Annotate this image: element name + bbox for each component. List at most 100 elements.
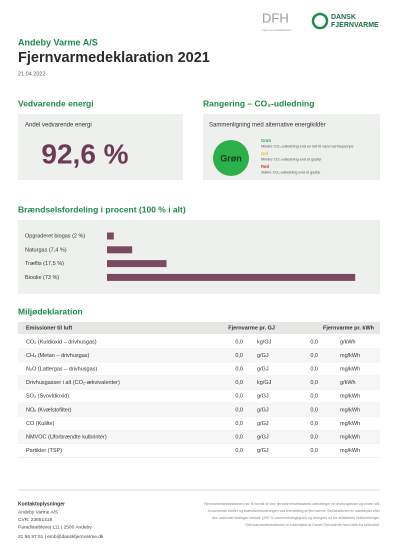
cell-unit: mg/kWh (340, 421, 360, 427)
column-header: Fjernvarme pr. GJ (228, 325, 275, 331)
cell-unit: g/kWh (340, 339, 356, 345)
logo-df: FJERNVARME (331, 22, 379, 29)
cell-name: CO (Kulilte) (26, 421, 55, 427)
contact-line: CVR: 23651418 (18, 517, 52, 523)
cell-value: 0,0 (235, 448, 243, 454)
date: 21.04.2022 (18, 71, 46, 77)
cell-value: 0,0 (235, 339, 243, 345)
section-heading: Brændselsfordeling i procent (100 % i al… (18, 204, 186, 214)
table-row (18, 403, 380, 417)
panel (18, 220, 380, 294)
cell-unit: mg/kWh (340, 434, 360, 440)
cell-name: Drivhusgasser i alt (CO₂-ækvivalenter) (26, 380, 120, 386)
cell-value: 0,0 (235, 353, 243, 359)
cell-unit: kg/GJ (257, 339, 272, 345)
legend-name: Grøn (261, 138, 271, 143)
fuel-label: Opgraderet biogas (2 %) (25, 233, 85, 239)
footer-note: Fjernvarmedeklarationen har til formål a… (204, 502, 381, 506)
logo-dfh: DFH (262, 10, 289, 25)
fuel-label: Træflis (17,5 %) (25, 261, 64, 267)
cell-name: Partikler (TSP) (26, 448, 62, 454)
cell-unit: g/GJ (257, 407, 269, 413)
cell-value: 0,0 (310, 394, 318, 400)
company: Andeby Varme A/S (18, 37, 98, 47)
section-heading: Miljødeklaration (18, 306, 83, 316)
cell-unit: g/GJ (257, 353, 269, 359)
cell-unit: mg/kWh (340, 407, 360, 413)
contact-heading: Kontaktoplysninger (18, 501, 65, 507)
cell-unit: kg/GJ (257, 380, 272, 386)
section-heading: Vedvarende energi (18, 98, 94, 108)
contact-line: 21 56 97 51 | emb@danskfjernvarme.dk (18, 534, 104, 540)
logo-df: DANSK (331, 14, 356, 21)
legend-text: Større CO₂-udledning end et gasfyr (261, 171, 321, 175)
ranking-badge (213, 140, 249, 176)
cell-unit: mg/kWh (340, 394, 360, 400)
fuel-bar (107, 273, 356, 281)
table-row (18, 416, 380, 431)
cell-name: NMVOC (Uforbrændte kulbrinter) (26, 434, 107, 440)
cell-unit: g/GJ (257, 394, 269, 400)
panel-label: Andel vedvarende energi (25, 123, 92, 129)
fuel-label: Naturgas (7,4 %) (25, 247, 67, 253)
cell-value: 0,0 (310, 339, 318, 345)
table-header (18, 322, 380, 334)
cell-unit: mg/kWh (340, 448, 360, 454)
table-row (18, 348, 380, 363)
cell-value: 0,0 (235, 407, 243, 413)
cell-value: 0,0 (310, 380, 318, 386)
cell-unit: mg/kWh (340, 353, 360, 359)
cell-name: CH₄ (Metan – drivhusgas) (26, 353, 90, 359)
table-row (18, 362, 380, 376)
cell-value: 0,0 (310, 407, 318, 413)
cell-value: 0,0 (310, 353, 318, 359)
cell-name: CO₂ (Kuldioxid – drivhusgas) (26, 339, 97, 345)
contact-line: Paradisæblevej 111 | 2500 Andeby (18, 524, 92, 530)
cell-name: NOₓ (Kvælstofilter) (26, 407, 72, 413)
footer-note: den nationale fastlagte metode (200 % va… (212, 516, 380, 520)
cell-value: 0,0 (235, 380, 243, 386)
footer-note: Fjernvarmedeklarationen er udarbejdet af… (245, 523, 380, 527)
cell-unit: g/kWh (340, 380, 356, 386)
cell-value: 0,0 (310, 448, 318, 454)
legend-text: Mindre CO₂-udledning end en luft til van… (261, 145, 354, 149)
table-row (18, 375, 380, 390)
cell-unit: g/GJ (257, 448, 269, 454)
table-row (18, 430, 380, 444)
cell-value: 0,0 (310, 434, 318, 440)
cell-value: 0,0 (235, 434, 243, 440)
table-row (18, 335, 380, 349)
cell-unit: g/GJ (257, 421, 269, 427)
cell-value: 0,0 (235, 394, 243, 400)
fuel-label: Bioolie (73 %) (25, 275, 59, 281)
fuel-bar (107, 232, 114, 240)
table-row (18, 389, 380, 403)
cell-value: 0,0 (235, 366, 243, 372)
cell-value: 0,0 (310, 421, 318, 427)
cell-unit: g/GJ (257, 366, 269, 372)
panel-label: Sammenligning med alternative energikild… (209, 123, 326, 129)
fuel-bar (107, 246, 133, 254)
renewable-value: 92,6 % (41, 138, 128, 169)
title: Fjernvarmedeklaration 2021 (18, 50, 210, 66)
cell-unit: mg/kWh (340, 366, 360, 372)
table-row (18, 443, 380, 458)
cell-name: SO₂ (Svovldioxid) (26, 394, 69, 400)
cell-value: 0,0 (235, 421, 243, 427)
contact-line: Andeby Varme A/S (18, 509, 58, 515)
fuel-bar (107, 260, 167, 268)
column-header: Fjernvarme pr. kWh (323, 325, 375, 331)
logo-dfh-sub: Fjernvarmedeklaration (262, 28, 292, 32)
logo-icon (311, 12, 329, 30)
cell-name: N₂O (Lattergas – drivhusgas) (26, 366, 97, 372)
legend-name: Rød (261, 164, 270, 169)
footer-note: forurenende stoffer og brændselsfordelin… (208, 509, 381, 513)
section-heading: Rangering – CO₂-udledning (203, 98, 314, 108)
cell-value: 0,0 (310, 366, 318, 372)
panel (18, 114, 183, 180)
legend-name: Gul (261, 151, 268, 156)
cell-unit: g/GJ (257, 434, 269, 440)
legend-text: Mindre CO₂-udledning end et gasfyr (261, 158, 322, 162)
column-header: Emissioner til luft (26, 325, 72, 331)
